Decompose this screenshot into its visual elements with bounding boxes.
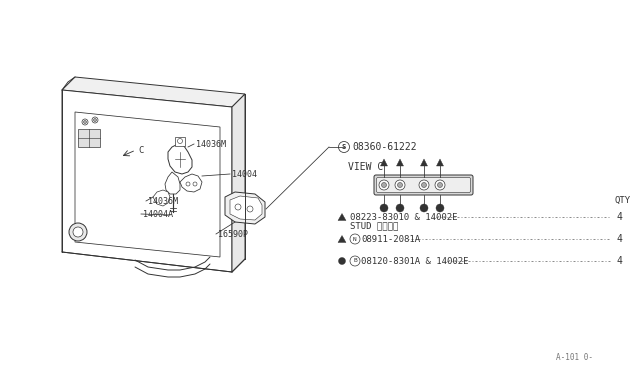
Circle shape <box>186 182 190 186</box>
Polygon shape <box>381 159 387 166</box>
Polygon shape <box>153 190 170 206</box>
Polygon shape <box>230 196 262 220</box>
Circle shape <box>350 256 360 266</box>
Polygon shape <box>436 159 444 166</box>
Text: C: C <box>138 145 143 154</box>
Circle shape <box>420 204 428 212</box>
Text: 4: 4 <box>617 212 623 222</box>
Circle shape <box>339 141 349 153</box>
Text: A-101 0-: A-101 0- <box>556 353 593 362</box>
Circle shape <box>419 180 429 190</box>
Text: 08120-8301A & 14002E: 08120-8301A & 14002E <box>361 257 468 266</box>
Circle shape <box>247 206 253 212</box>
Circle shape <box>380 204 388 212</box>
Polygon shape <box>397 159 403 166</box>
Text: VIEW C: VIEW C <box>348 162 383 172</box>
Polygon shape <box>165 172 180 194</box>
Text: 14036M: 14036M <box>148 196 178 205</box>
Circle shape <box>435 180 445 190</box>
Text: 08911-2081A: 08911-2081A <box>361 234 420 244</box>
Bar <box>78 129 100 147</box>
FancyBboxPatch shape <box>374 175 473 195</box>
Text: N: N <box>353 237 357 241</box>
Circle shape <box>395 180 405 190</box>
Polygon shape <box>62 77 245 107</box>
Polygon shape <box>338 214 346 221</box>
Polygon shape <box>62 90 232 272</box>
Text: STUD スタッド: STUD スタッド <box>350 221 398 231</box>
Text: 16590P: 16590P <box>218 230 248 238</box>
Circle shape <box>92 117 98 123</box>
FancyBboxPatch shape <box>376 177 470 192</box>
Circle shape <box>379 180 389 190</box>
Text: 4: 4 <box>617 256 623 266</box>
Circle shape <box>339 257 346 264</box>
Circle shape <box>438 183 442 187</box>
Circle shape <box>73 227 83 237</box>
Circle shape <box>69 223 87 241</box>
Polygon shape <box>180 174 202 192</box>
Polygon shape <box>420 159 428 166</box>
Polygon shape <box>75 112 220 257</box>
Text: 14004A: 14004A <box>143 209 173 218</box>
Polygon shape <box>232 94 245 272</box>
Text: 4: 4 <box>617 234 623 244</box>
Circle shape <box>83 121 86 124</box>
Text: QTY: QTY <box>615 196 631 205</box>
Polygon shape <box>225 192 265 224</box>
Circle shape <box>93 119 97 122</box>
Circle shape <box>436 204 444 212</box>
Circle shape <box>422 183 426 187</box>
Text: 08223-83010 & 14002E: 08223-83010 & 14002E <box>350 212 458 221</box>
Text: 08360-61222: 08360-61222 <box>352 142 417 152</box>
Circle shape <box>177 138 182 144</box>
Polygon shape <box>168 144 192 174</box>
Text: 14004: 14004 <box>232 170 257 179</box>
Text: 14036M: 14036M <box>196 140 226 148</box>
Circle shape <box>82 119 88 125</box>
Circle shape <box>397 183 403 187</box>
Circle shape <box>193 182 197 186</box>
Circle shape <box>235 204 241 210</box>
Polygon shape <box>175 137 185 146</box>
Circle shape <box>350 234 360 244</box>
Circle shape <box>381 183 387 187</box>
Text: B: B <box>353 259 357 263</box>
Text: S: S <box>342 144 346 150</box>
Circle shape <box>396 204 404 212</box>
Polygon shape <box>338 235 346 243</box>
